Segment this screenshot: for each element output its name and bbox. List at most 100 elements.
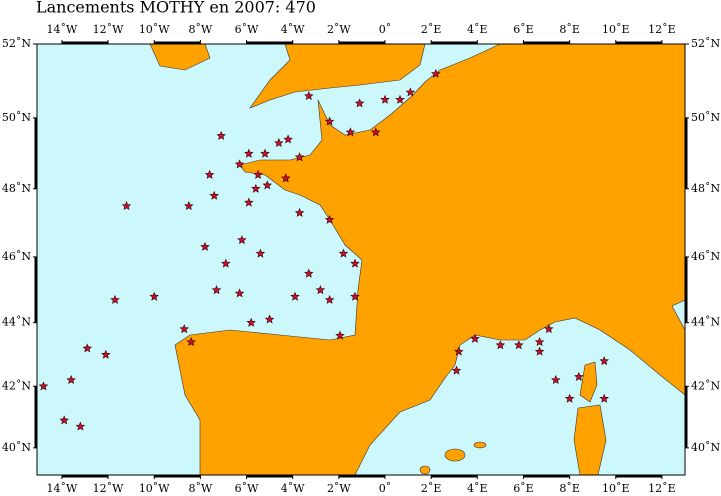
launch-star — [110, 294, 120, 304]
launch-star — [599, 356, 609, 366]
lat-label: 40˚N — [691, 441, 720, 454]
launch-star — [244, 148, 254, 158]
lon-label: 8˚E — [559, 23, 580, 36]
launch-star — [283, 134, 293, 144]
lon-label: 10˚W — [139, 482, 170, 495]
lat-label: 46˚N — [2, 250, 31, 263]
launch-star — [380, 94, 390, 104]
lat-label: 40˚N — [2, 441, 31, 454]
lon-label: 8˚W — [188, 482, 212, 495]
lat-label: 52˚N — [2, 37, 31, 50]
lon-label: 12˚E — [648, 23, 676, 36]
launch-star — [82, 343, 93, 353]
lon-label: 2˚W — [327, 23, 351, 36]
lon-label: 6˚W — [235, 482, 259, 495]
lon-label: 4˚E — [467, 23, 488, 36]
launch-star — [514, 340, 524, 350]
launch-star — [262, 180, 273, 190]
launch-star — [324, 294, 335, 304]
launch-star — [255, 248, 266, 258]
lon-label: 4˚W — [281, 482, 305, 495]
launch-star — [186, 337, 196, 347]
lon-label: 4˚W — [281, 23, 305, 36]
launch-star — [371, 127, 381, 137]
lon-label: 10˚E — [602, 482, 630, 495]
lon-label: 14˚W — [47, 23, 78, 36]
launch-star — [304, 268, 314, 278]
lat-label: 48˚N — [2, 182, 31, 195]
lat-label: 50˚N — [2, 111, 31, 124]
lat-label: 42˚N — [691, 379, 720, 392]
lon-label: 8˚W — [188, 23, 212, 36]
launch-star — [454, 346, 464, 356]
menorca — [473, 441, 487, 449]
launch-star — [246, 317, 256, 327]
launch-star — [59, 415, 69, 425]
launch-star — [354, 98, 365, 108]
lon-label: 2˚W — [327, 482, 351, 495]
launch-star — [395, 94, 405, 104]
lon-label: 6˚E — [513, 482, 534, 495]
launch-star — [38, 381, 49, 391]
lat-label: 46˚N — [691, 250, 720, 263]
launch-star — [315, 285, 326, 295]
lon-label: 12˚W — [93, 23, 124, 36]
launch-star — [184, 201, 194, 211]
launch-star — [281, 173, 291, 183]
launch-star — [551, 375, 561, 385]
lon-label: 8˚E — [559, 482, 580, 495]
lon-label: 0˚ — [379, 23, 392, 36]
lon-label: 10˚W — [139, 23, 170, 36]
launch-star — [495, 340, 506, 350]
launch-star — [324, 214, 335, 224]
launch-star — [200, 241, 210, 251]
launch-star — [345, 127, 356, 137]
launch-star — [451, 365, 462, 375]
launch-star — [221, 258, 231, 268]
launch-star — [350, 291, 360, 301]
lon-label: 12˚W — [93, 482, 124, 495]
launch-star — [534, 346, 545, 356]
lon-label: 2˚E — [421, 482, 442, 495]
launch-star — [234, 288, 245, 298]
launch-star — [209, 190, 219, 200]
launch-star — [211, 285, 222, 295]
launch-star — [264, 314, 275, 324]
launch-star — [294, 207, 305, 217]
launch-star — [290, 291, 300, 301]
lat-label: 52˚N — [691, 37, 720, 50]
launch-star — [234, 159, 245, 169]
launch-star — [237, 235, 247, 245]
launch-star — [251, 183, 261, 193]
launch-star — [274, 138, 284, 148]
lon-label: 6˚W — [235, 23, 259, 36]
map-title: Lancements MOTHY en 2007: 470 — [36, 0, 316, 17]
lat-label: 42˚N — [2, 379, 31, 392]
lat-label: 50˚N — [691, 111, 720, 124]
launch-star — [324, 116, 335, 126]
launch-star — [204, 169, 215, 179]
launch-star — [253, 169, 263, 179]
launch-star — [564, 393, 575, 403]
launch-star — [470, 333, 480, 343]
lon-label: 10˚E — [602, 23, 630, 36]
lon-label: 6˚E — [513, 23, 534, 36]
lat-label: 44˚N — [691, 316, 720, 329]
ibiza — [419, 465, 431, 475]
lat-label: 48˚N — [691, 182, 720, 195]
launch-star — [405, 87, 416, 97]
launch-star — [350, 258, 360, 268]
launch-star — [75, 421, 86, 431]
launch-star — [216, 130, 226, 140]
britain — [249, 43, 426, 109]
lon-label: 0˚ — [379, 482, 392, 495]
corsica — [579, 361, 598, 403]
launch-star — [121, 201, 132, 211]
launch-star — [338, 248, 349, 258]
lon-label: 12˚E — [648, 482, 676, 495]
launch-star — [335, 330, 345, 340]
land — [149, 43, 686, 476]
launch-star — [534, 337, 545, 347]
launch-star — [244, 197, 254, 207]
